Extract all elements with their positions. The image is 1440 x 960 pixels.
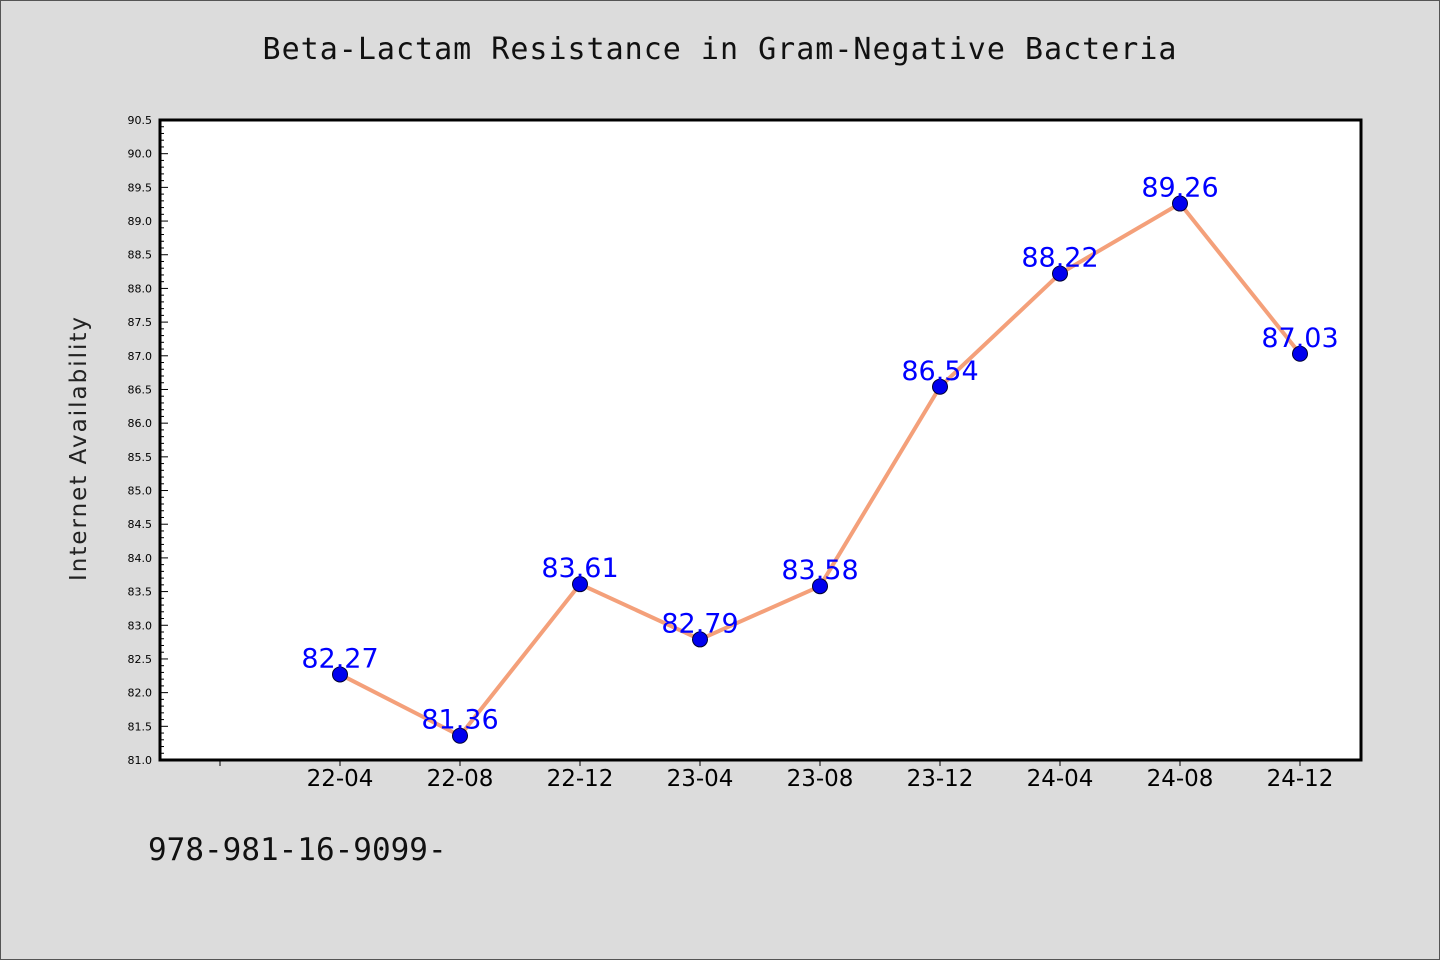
data-point [1292, 345, 1308, 362]
y-tick-label: 82.0 [128, 687, 153, 700]
y-tick-label: 83.0 [128, 619, 153, 632]
y-tick-label: 87.5 [128, 316, 153, 329]
footer-text: 978-981-16-9099- [148, 832, 447, 868]
plot-area [160, 120, 1361, 760]
x-tick-label: 24-12 [1267, 766, 1334, 792]
chart-title: Beta-Lactam Resistance in Gram-Negative … [262, 32, 1178, 67]
y-tick-label: 89.0 [128, 215, 153, 228]
x-tick-label: 22-12 [547, 766, 614, 792]
data-label: 82.27 [301, 643, 378, 674]
data-point [1052, 265, 1068, 282]
data-point [812, 578, 828, 595]
y-tick-label: 85.0 [128, 485, 153, 498]
y-tick-label: 81.0 [128, 754, 153, 767]
data-point [1172, 195, 1188, 212]
x-tick-label: 23-12 [907, 766, 974, 792]
x-tick-label: 24-08 [1147, 766, 1214, 792]
y-tick-label: 87.0 [128, 350, 153, 363]
y-tick-label: 84.0 [128, 552, 153, 565]
y-tick-label: 90.0 [128, 148, 153, 161]
y-tick-label: 90.5 [128, 114, 153, 127]
data-label: 86.54 [901, 356, 978, 387]
y-tick-label: 85.5 [128, 451, 153, 464]
data-point [932, 378, 948, 395]
y-tick-label: 86.0 [128, 417, 153, 430]
data-label: 88.22 [1021, 243, 1098, 274]
data-label: 83.61 [541, 553, 618, 584]
data-label: 82.79 [661, 608, 738, 639]
x-tick-label: 24-04 [1027, 766, 1094, 792]
y-tick-label: 84.5 [128, 518, 153, 531]
plot-border [158, 118, 1363, 762]
x-tick-label: 23-08 [787, 766, 854, 792]
data-point [452, 727, 468, 744]
y-axis-label: Internet Availability [66, 315, 92, 581]
y-tick-label: 88.0 [128, 282, 153, 295]
data-point [692, 631, 708, 648]
x-tick-label: 22-04 [307, 766, 374, 792]
y-tick-label: 86.5 [128, 383, 153, 396]
y-tick-label: 83.5 [128, 586, 153, 599]
y-tick-label: 88.5 [128, 249, 153, 262]
data-point [332, 666, 348, 683]
x-tick-label: 23-04 [667, 766, 734, 792]
data-label: 83.58 [781, 555, 858, 586]
y-tick-label: 89.5 [128, 181, 153, 194]
data-point [572, 576, 588, 593]
y-tick-label: 81.5 [128, 720, 153, 733]
data-label: 89.26 [1141, 173, 1218, 204]
y-tick-label: 82.5 [128, 653, 153, 666]
x-tick-label: 22-08 [427, 766, 494, 792]
data-label: 87.03 [1261, 323, 1338, 354]
data-label: 81.36 [421, 705, 498, 736]
